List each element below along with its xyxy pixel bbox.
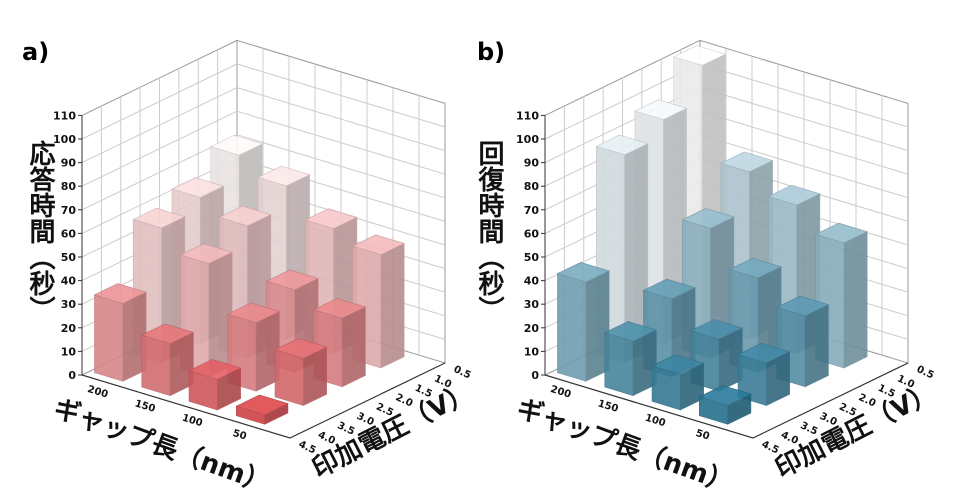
z-tick-label: 110 (53, 109, 76, 122)
bar-top-face (737, 342, 791, 364)
z-tick-label: 70 (61, 204, 77, 217)
bar-top-face (603, 321, 658, 342)
bar-side-face (341, 306, 366, 388)
floor-axes (544, 362, 909, 439)
z-tick-label: 40 (61, 275, 77, 288)
bar-top-face (132, 207, 186, 229)
bar-front-face (94, 294, 124, 382)
z-tick-label: 0 (68, 369, 76, 382)
bar-side-face (843, 231, 868, 369)
bar-top-face (235, 394, 289, 416)
bar-top-face (257, 165, 311, 187)
z-tick-label: 20 (61, 322, 77, 335)
bar (603, 321, 658, 397)
bar (274, 338, 328, 406)
bar-top-face (672, 45, 727, 66)
bar-top-face (767, 184, 821, 206)
bar-top-face (312, 298, 367, 319)
z-tick-label: 60 (61, 227, 77, 240)
bar (689, 319, 744, 392)
floor-axes (81, 362, 446, 439)
panel-a: 0102030405060708090100110200150100500.51… (22, 38, 478, 499)
bar-top-face (140, 323, 195, 344)
gap-tick-label: 150 (133, 398, 156, 415)
z-axis-title: 応答時間（秒） (25, 139, 55, 322)
bar-top-face (814, 222, 868, 244)
z-tick-label: 100 (53, 133, 76, 146)
z-tick-label: 90 (524, 157, 540, 170)
bar-top-face (556, 261, 610, 283)
bar (226, 302, 281, 392)
panel-label: a) (22, 38, 49, 66)
gap-tick-label: 200 (86, 384, 109, 401)
gap-tick-label: 100 (644, 413, 667, 430)
panel-label: b) (477, 38, 505, 66)
z-tick-label: 30 (61, 298, 77, 311)
bar-top-face (595, 134, 649, 156)
z-tick-label: 10 (524, 345, 540, 358)
bar (188, 359, 242, 411)
z-tick-label: 40 (524, 275, 540, 288)
z-tick-label: 50 (61, 251, 77, 264)
gap-tick-label: 200 (549, 384, 572, 401)
bar-top-face (651, 354, 705, 375)
bar-top-face (171, 177, 225, 198)
gap-tick-label: 50 (694, 428, 711, 443)
bar (698, 385, 752, 425)
bar-top-face (681, 208, 735, 229)
bar-top-face (634, 99, 688, 120)
gap-tick-label: 50 (231, 428, 248, 443)
bar-top-face (698, 385, 752, 406)
bar-top-face (265, 269, 319, 291)
bar-top-face (720, 151, 774, 173)
gap-tick-label: 100 (181, 413, 204, 430)
z-tick-label: 80 (61, 180, 77, 193)
gap-tick-label: 150 (596, 398, 619, 415)
bar-top-face (689, 319, 744, 340)
z-tick-label: 80 (524, 180, 540, 193)
voltage-axis-title: 印加電圧（V） (308, 378, 479, 485)
bar-top-face (274, 338, 328, 359)
bar-top-face (226, 302, 281, 324)
bar (93, 283, 147, 382)
bar-front-face (557, 273, 587, 382)
bar-top-face (642, 278, 696, 300)
bar (595, 134, 649, 364)
bar-front-face (141, 334, 171, 396)
bar (556, 261, 610, 382)
z-tick-label: 100 (516, 133, 539, 146)
bar-top-face (179, 243, 233, 264)
z-tick-label: 90 (61, 157, 77, 170)
z-tick-label: 60 (524, 227, 540, 240)
bar-side-face (804, 304, 829, 388)
z-tick-label: 0 (531, 369, 539, 382)
bar-top-face (304, 208, 358, 229)
voltage-axis-title: 印加電圧（V） (771, 378, 942, 485)
z-tick-label: 70 (524, 204, 540, 217)
bar-top-face (209, 134, 264, 156)
z-tick-label: 20 (524, 322, 540, 335)
bar-top-face (188, 359, 242, 380)
z-tick-label: 30 (524, 298, 540, 311)
bar-top-face (728, 257, 782, 279)
bar-side-face (380, 242, 405, 369)
bar (651, 354, 705, 411)
z-tick-label: 50 (524, 251, 540, 264)
z-tick-label: 110 (516, 109, 539, 122)
bar-front-face (274, 349, 304, 406)
bar-top-face (775, 295, 830, 317)
z-axis-title: 回復時間（秒） (474, 140, 505, 322)
bar-front-face (604, 332, 634, 396)
bar-top-face (93, 283, 147, 304)
z-tick-label: 10 (61, 345, 77, 358)
bar-top-face (351, 234, 405, 256)
bar (235, 394, 289, 425)
panel-b: 0102030405060708090100110200150100500.51… (474, 38, 941, 499)
bar-top-face (218, 205, 272, 227)
bar (140, 323, 195, 397)
